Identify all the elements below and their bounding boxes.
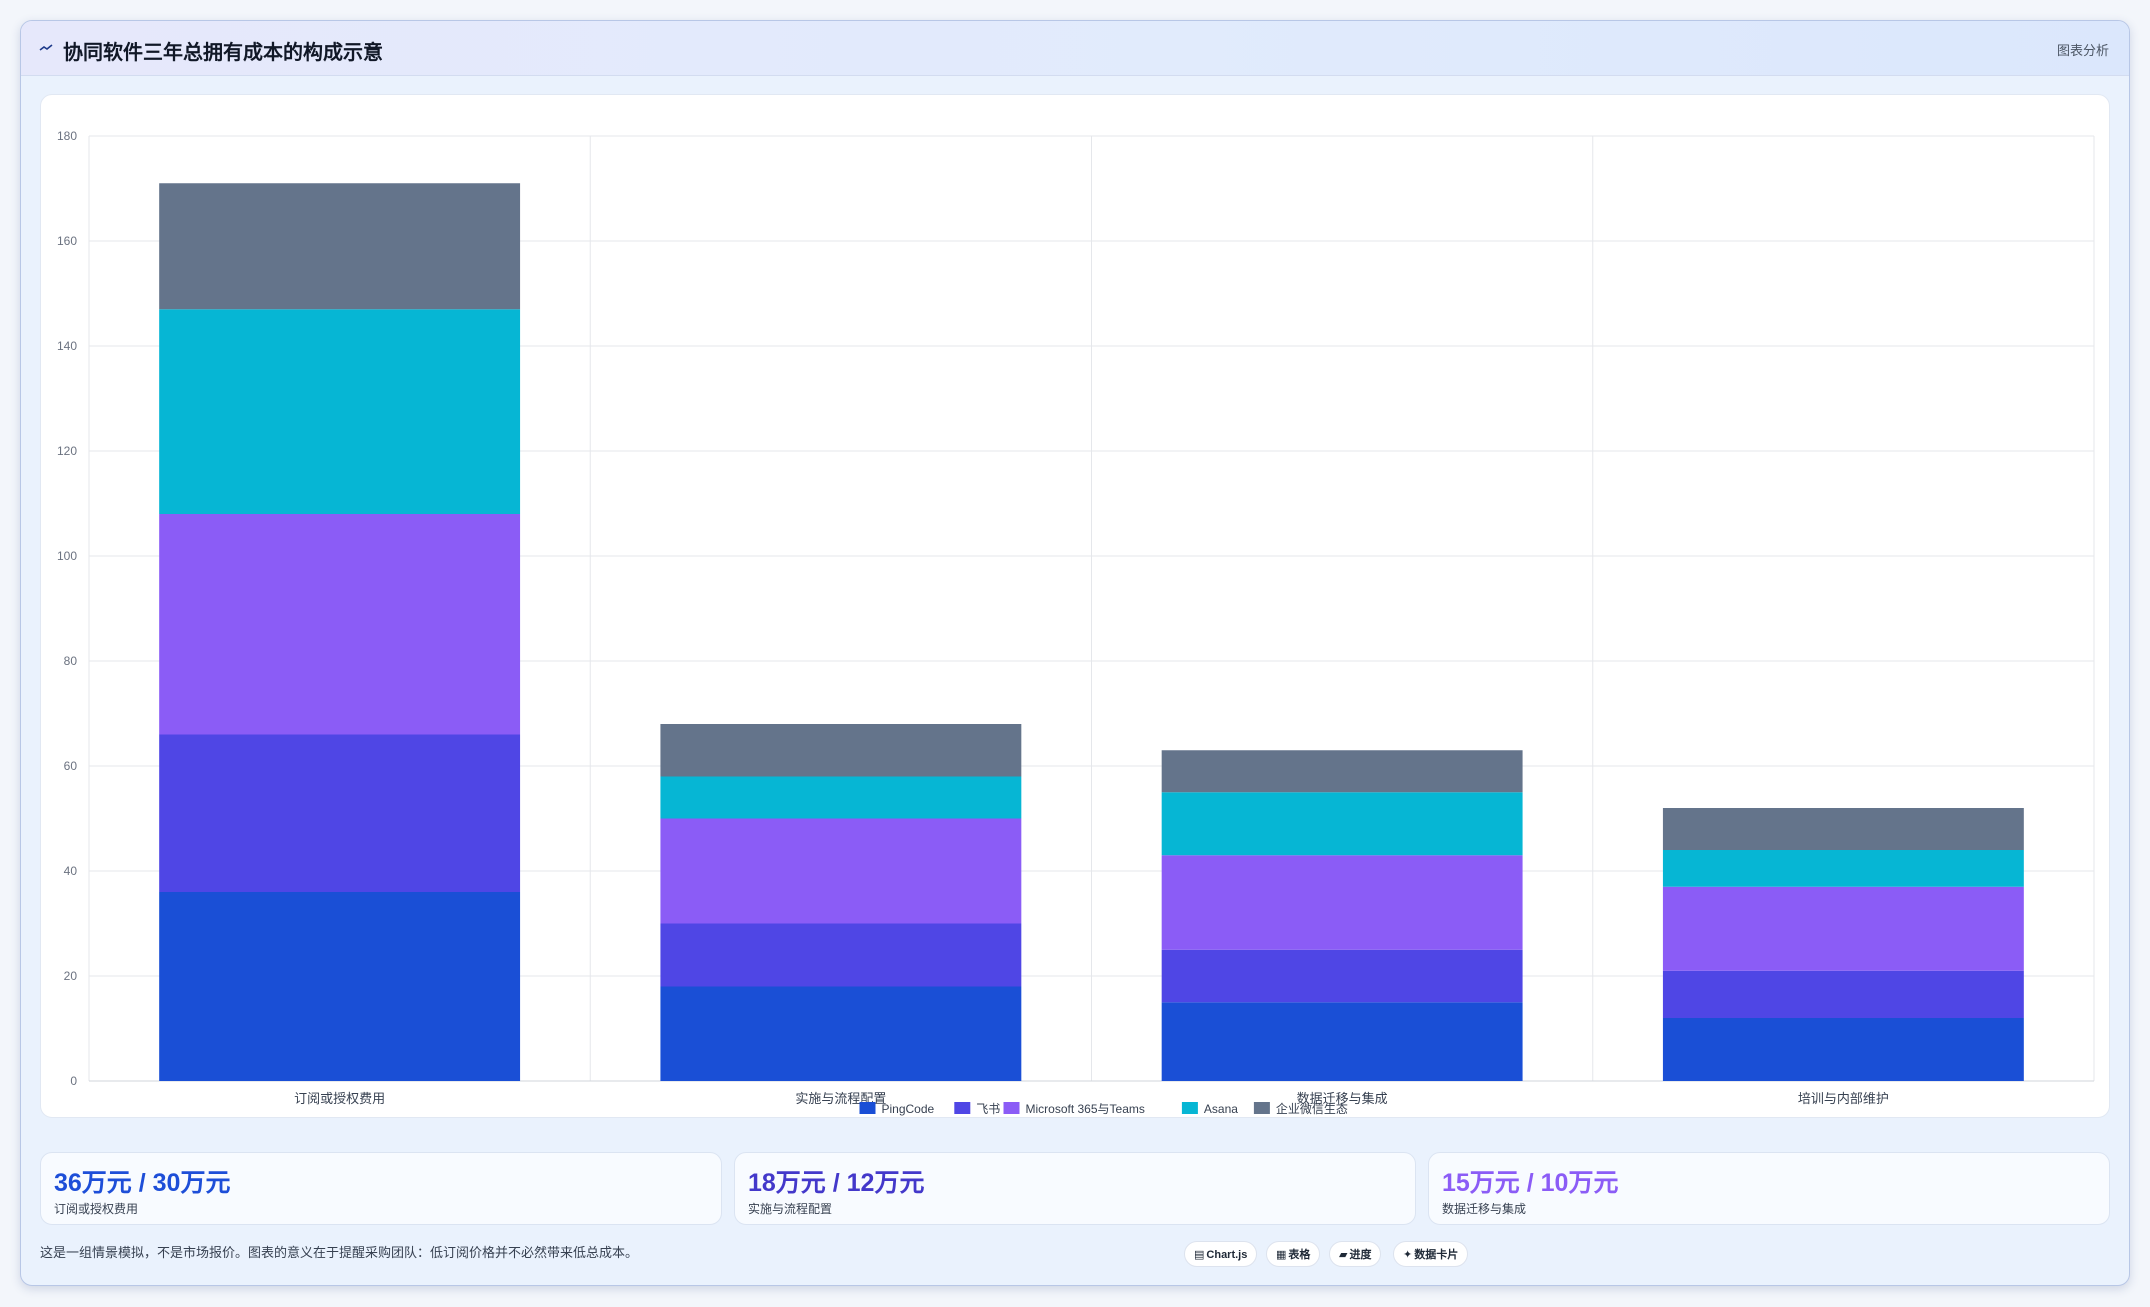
y-tick-label: 20 <box>64 969 78 983</box>
chart-panel: 协同软件三年总拥有成本的构成示意 图表分析 0 20 40 60 80 100 120 140… <box>20 20 2130 1286</box>
bar-segment <box>1662 886 2024 971</box>
stat-value: 36万元 / 30万元 <box>54 1169 231 1197</box>
chart-analysis-tag: 图表分析 <box>2056 43 2109 58</box>
bar-segment <box>660 923 1022 987</box>
y-tick-label: 180 <box>57 129 77 143</box>
bar-segment <box>1662 808 2024 850</box>
bar-segment <box>660 724 1022 777</box>
y-tick-label: 120 <box>57 444 77 458</box>
table-icon: ▦ <box>1276 1249 1287 1261</box>
y-tick-label: 40 <box>64 864 78 878</box>
stat-card-subscription: 36万元 / 30万元 订阅或授权费用 <box>40 1152 722 1225</box>
chip-label: 表格 <box>1288 1249 1311 1261</box>
chip-label: Chart.js <box>1206 1249 1248 1261</box>
legend-swatch <box>954 1102 971 1114</box>
bar-segment <box>159 309 521 514</box>
chip-label: 数据卡片 <box>1414 1249 1459 1261</box>
chip-label: 进度 <box>1349 1249 1372 1261</box>
bar-segment <box>159 892 521 1081</box>
legend-swatch <box>859 1102 876 1114</box>
x-tick-label: 数据迁移与集成 <box>1297 1091 1388 1106</box>
stat-label: 实施与流程配置 <box>748 1202 833 1216</box>
legend-label: Asana <box>1204 1102 1238 1116</box>
bar-segment <box>1161 792 1523 856</box>
stat-value: 15万元 / 10万元 <box>1442 1169 1619 1197</box>
legend-label: 企业微信生态 <box>1276 1101 1348 1116</box>
stat-value: 18万元 / 12万元 <box>748 1169 925 1197</box>
stat-card-implementation: 18万元 / 12万元 实施与流程配置 <box>734 1152 1416 1225</box>
stat-label: 订阅或授权费用 <box>54 1202 139 1216</box>
y-tick-label: 80 <box>64 654 78 668</box>
bar-segment <box>1662 850 2024 887</box>
legend-swatch <box>1253 1102 1270 1114</box>
bar-segment <box>1161 855 1523 950</box>
chip-progress[interactable]: ▰ 进度 <box>1329 1241 1382 1267</box>
bar-segment <box>159 734 521 892</box>
legend-label: PingCode <box>882 1102 935 1116</box>
bar-segment <box>159 183 521 310</box>
chart-card: 0 20 40 60 80 100 120 140 160 180 订阅或授权费用 实施与流程配置 数据… <box>40 94 2110 1118</box>
bar-segment <box>159 514 521 735</box>
legend-swatch <box>1003 1102 1020 1114</box>
chip-data-card[interactable]: ✦ 数据卡片 <box>1393 1241 1469 1267</box>
y-tick-label: 0 <box>70 1074 77 1088</box>
y-tick-label: 160 <box>57 234 77 248</box>
bar-segment <box>1662 1018 2024 1081</box>
progress-icon: ▰ <box>1339 1249 1348 1261</box>
chip-table[interactable]: ▦ 表格 <box>1266 1241 1321 1267</box>
y-tick-label: 60 <box>64 759 78 773</box>
panel-header: 协同软件三年总拥有成本的构成示意 图表分析 <box>21 21 2129 76</box>
legend-swatch <box>1181 1102 1198 1114</box>
bar-segment <box>1161 750 1523 793</box>
y-tick-label: 100 <box>57 549 77 563</box>
bar-segment <box>660 986 1022 1081</box>
bar-segment <box>660 776 1022 819</box>
legend-label: Microsoft 365与Teams <box>1026 1102 1145 1116</box>
bar-segment <box>1161 949 1523 1003</box>
bar-segment <box>660 818 1022 924</box>
x-tick-label: 订阅或授权费用 <box>294 1091 385 1106</box>
bar-segment <box>1161 1002 1523 1081</box>
y-tick-label: 140 <box>57 339 77 353</box>
sparkle-icon: ✦ <box>1403 1249 1413 1261</box>
chart-icon: ▤ <box>1194 1249 1205 1261</box>
trend-line-icon <box>39 44 53 51</box>
chip-chartjs[interactable]: ▤ Chart.js <box>1184 1241 1258 1267</box>
x-tick-label: 培训与内部维护 <box>1798 1091 1889 1106</box>
bar-segment <box>1662 970 2024 1018</box>
stat-label: 数据迁移与集成 <box>1442 1202 1527 1216</box>
panel-title: 协同软件三年总拥有成本的构成示意 <box>63 42 383 64</box>
stat-card-migration: 15万元 / 10万元 数据迁移与集成 <box>1428 1152 2110 1225</box>
footnote: 这是一组情景模拟，不是市场报价。图表的意义在于提醒采购团队：低订阅价格并不必然带… <box>40 1245 639 1260</box>
legend-label: 飞书 <box>976 1102 1000 1116</box>
